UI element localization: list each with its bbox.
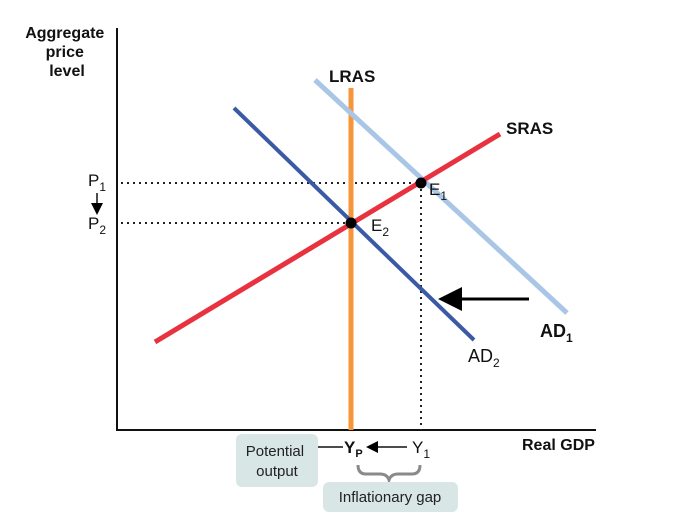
inflationary-gap-label: Inflationary gap bbox=[339, 489, 442, 506]
e2-label: E2 bbox=[371, 216, 389, 239]
lras-label: LRAS bbox=[329, 67, 375, 86]
equilibrium-point-e2 bbox=[345, 217, 357, 229]
inflationary-gap-brace bbox=[356, 464, 422, 485]
sras-label: SRAS bbox=[506, 119, 553, 138]
ad2-label: AD2 bbox=[468, 346, 500, 370]
sras-line bbox=[153, 131, 502, 345]
y-axis-label: Aggregate price level bbox=[25, 25, 109, 80]
y1-label: Y1 bbox=[412, 438, 430, 461]
x-axis-label: Real GDP bbox=[522, 437, 595, 454]
ad1-line bbox=[313, 78, 569, 315]
potential-output-label: Potential output bbox=[246, 443, 309, 480]
potential-output-box bbox=[236, 434, 318, 487]
p1-label: P1 bbox=[88, 171, 106, 194]
ad1-label: AD1 bbox=[540, 321, 573, 345]
inflationary-gap-box bbox=[323, 482, 458, 512]
p2-label: P2 bbox=[88, 214, 106, 237]
equilibrium-point-e1 bbox=[415, 177, 427, 189]
yp-label: YP bbox=[344, 438, 363, 460]
e1-label: E1 bbox=[429, 180, 447, 203]
